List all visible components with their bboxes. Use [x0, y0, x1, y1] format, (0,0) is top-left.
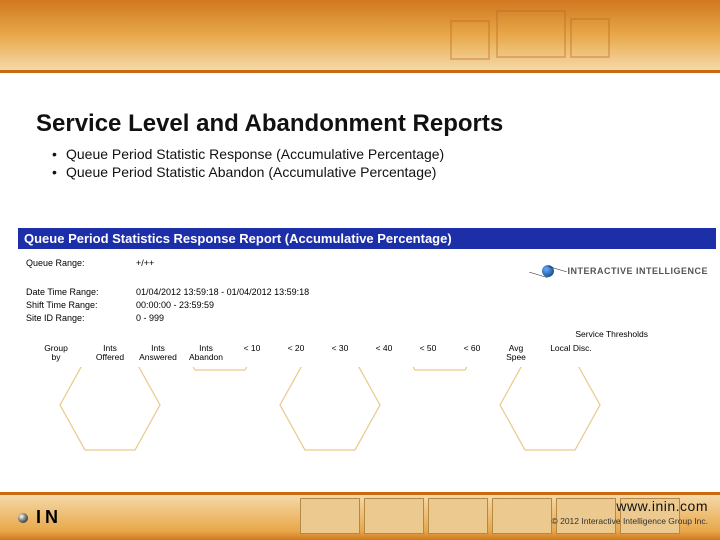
- footer-thumb: [492, 498, 552, 534]
- footer-orb-icon: [18, 513, 28, 523]
- bullet-list: Queue Period Statistic Response (Accumul…: [40, 146, 684, 180]
- footer-thumb: [300, 498, 360, 534]
- footer-logo: IN: [0, 495, 320, 540]
- col-t30: < 30: [318, 344, 362, 353]
- bullet-item: Queue Period Statistic Response (Accumul…: [52, 146, 684, 162]
- report-meta-row: Queue Range: +/++ INTERACTIVE INTELLIGEN…: [26, 258, 708, 284]
- datetime-range-label: Date Time Range:: [26, 287, 136, 297]
- footer-brand-letters: IN: [36, 507, 62, 528]
- brand-text: INTERACTIVE INTELLIGENCE: [567, 266, 708, 276]
- col-groupby: Groupby: [26, 344, 86, 363]
- col-t10: < 10: [230, 344, 274, 353]
- report-meta-row: Shift Time Range: 00:00:00 - 23:59:59: [26, 300, 708, 310]
- embedded-report-screenshot: Queue Period Statistics Response Report …: [18, 228, 716, 367]
- slide-content: Service Level and Abandonment Reports Qu…: [0, 80, 720, 180]
- site-id-value: 0 - 999: [136, 313, 164, 323]
- site-id-label: Site ID Range:: [26, 313, 136, 323]
- slide-title: Service Level and Abandonment Reports: [36, 110, 684, 138]
- banner-square-deco: [450, 10, 630, 70]
- queue-range-value: +/++: [136, 258, 154, 268]
- queue-range-label: Queue Range:: [26, 258, 136, 268]
- col-t60: < 60: [450, 344, 494, 353]
- col-abandon: IntsAbandon: [182, 344, 230, 363]
- report-meta-row: Site ID Range: 0 - 999: [26, 313, 708, 323]
- col-avg-speed: AvgSpee: [494, 344, 538, 363]
- col-offered: IntsOffered: [86, 344, 134, 363]
- footer-copyright: © 2012 Interactive Intelligence Group In…: [551, 516, 708, 526]
- footer-thumb: [364, 498, 424, 534]
- col-t50: < 50: [406, 344, 450, 353]
- col-t40: < 40: [362, 344, 406, 353]
- report-meta-row: Date Time Range: 01/04/2012 13:59:18 - 0…: [26, 287, 708, 297]
- brand-orb-icon: [535, 258, 561, 284]
- footer-url: www.inin.com: [551, 498, 708, 514]
- col-local-disc: Local Disc.: [538, 344, 604, 353]
- thresholds-label: Service Thresholds: [26, 329, 708, 339]
- report-brand: INTERACTIVE INTELLIGENCE: [535, 258, 708, 284]
- footer-thumb: [428, 498, 488, 534]
- shift-range-value: 00:00:00 - 23:59:59: [136, 300, 214, 310]
- report-title-bar: Queue Period Statistics Response Report …: [18, 228, 716, 249]
- bullet-item: Queue Period Statistic Abandon (Accumula…: [52, 164, 684, 180]
- footer-right-text: www.inin.com © 2012 Interactive Intellig…: [551, 498, 708, 526]
- report-body: Queue Range: +/++ INTERACTIVE INTELLIGEN…: [18, 249, 716, 367]
- slide-footer: IN www.inin.com © 2012 Interactive Intel…: [0, 492, 720, 540]
- col-t20: < 20: [274, 344, 318, 353]
- datetime-range-value: 01/04/2012 13:59:18 - 01/04/2012 13:59:1…: [136, 287, 309, 297]
- banner-accent-line: [0, 70, 720, 73]
- top-banner: [0, 0, 720, 80]
- report-column-headers: Groupby IntsOffered IntsAnswered IntsAba…: [26, 341, 708, 363]
- shift-range-label: Shift Time Range:: [26, 300, 136, 310]
- col-answered: IntsAnswered: [134, 344, 182, 363]
